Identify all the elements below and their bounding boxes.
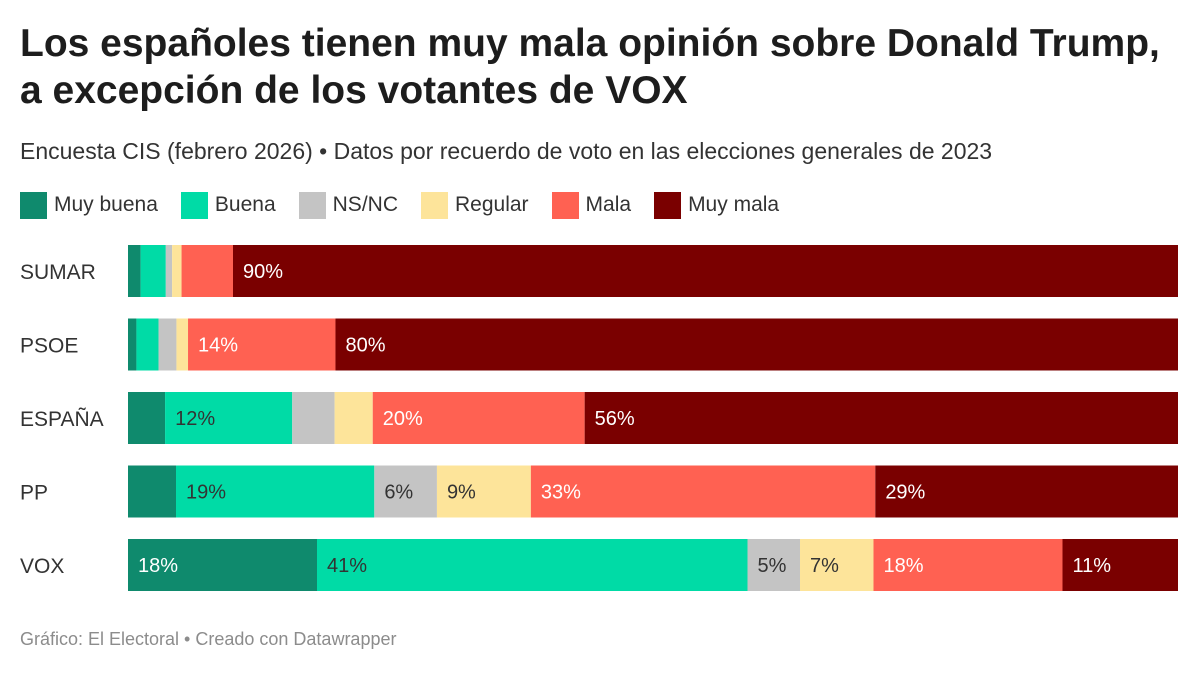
- bar-pp-muy-buena: [128, 465, 177, 518]
- data-label-espana-mala: 20%: [383, 408, 423, 430]
- bar-vox-muy-buena: [128, 539, 317, 591]
- bar-sumar-regular: [172, 245, 182, 297]
- legend-swatch-muy-mala: [654, 191, 682, 219]
- legend-swatch-muy-buena: [20, 191, 47, 219]
- legend-label-buena: Buena: [214, 193, 276, 216]
- legend-label-muy-buena: Muy buena: [54, 193, 158, 216]
- bar-sumar-muy-mala: [233, 245, 1178, 297]
- legend-item-mala: Mala: [551, 191, 632, 219]
- bar-pp-mala: [530, 465, 876, 518]
- bar-pp-muy-mala: [875, 465, 1178, 518]
- data-label-vox-buena: 41%: [327, 555, 367, 577]
- bar-pp-regular: [436, 465, 531, 518]
- bar-vox-mala: [873, 539, 1063, 591]
- source-credit: Gráfico: El Electoral • Creado con Dataw…: [20, 629, 397, 649]
- legend-item-muy-buena: Muy buena: [20, 191, 158, 219]
- bar-espana-mala: [372, 392, 585, 444]
- legend-label-regular: Regular: [454, 193, 529, 216]
- data-label-vox-regular: 7%: [810, 555, 839, 577]
- bar-espana-muy-mala: [584, 392, 1178, 444]
- bar-sumar-ns-nc: [165, 245, 173, 297]
- data-label-espana-buena: 12%: [175, 408, 215, 430]
- chart-title: Los españoles tienen muy mala opinión so…: [20, 22, 1160, 112]
- data-label-espana-muy-mala: 56%: [595, 408, 635, 430]
- bar-sumar-buena: [140, 245, 166, 297]
- legend-swatch-ns-nc: [298, 191, 326, 219]
- legend-item-buena: Buena: [180, 191, 276, 219]
- data-label-psoe-mala: 14%: [198, 335, 238, 357]
- bar-psoe-muy-buena: [128, 318, 137, 371]
- data-label-vox-mala: 18%: [884, 555, 924, 577]
- bar-psoe-buena: [136, 318, 159, 371]
- category-label-psoe: PSOE: [20, 335, 78, 358]
- chart-legend: Muy buena Buena NS/NC Regular Mala Muy mala: [20, 189, 802, 221]
- legend-swatch-buena: [180, 191, 208, 219]
- bar-espana-muy-buena: [128, 392, 166, 444]
- category-label-vox: VOX: [20, 555, 64, 578]
- legend-item-ns-nc: NS/NC: [298, 191, 398, 219]
- bar-espana-buena: [165, 392, 293, 444]
- bar-psoe-regular: [176, 318, 189, 371]
- bar-vox-buena: [317, 539, 748, 591]
- data-label-pp-mala: 33%: [541, 482, 581, 504]
- legend-label-mala: Mala: [585, 193, 632, 216]
- data-label-pp-buena: 19%: [186, 482, 226, 504]
- category-label-espana: ESPAÑA: [20, 407, 104, 431]
- legend-label-muy-mala: Muy mala: [688, 193, 780, 216]
- legend-item-muy-mala: Muy mala: [654, 191, 780, 219]
- bar-sumar-mala: [181, 245, 233, 297]
- data-label-pp-ns-nc: 6%: [384, 482, 413, 504]
- bar-espana-regular: [334, 392, 373, 444]
- data-label-psoe-muy-mala: 80%: [345, 335, 385, 357]
- category-label-sumar: SUMAR: [20, 261, 96, 284]
- chart-subtitle: Encuesta CIS (febrero 2026) • Datos por …: [20, 138, 993, 164]
- category-label-pp: PP: [20, 482, 48, 505]
- bar-vox-muy-mala: [1062, 539, 1178, 591]
- data-label-vox-muy-mala: 11%: [1073, 555, 1112, 577]
- legend-swatch-mala: [551, 191, 579, 219]
- bar-espana-ns-nc: [292, 392, 335, 444]
- bar-psoe-ns-nc: [158, 318, 177, 371]
- bar-psoe-mala: [188, 318, 336, 371]
- data-label-vox-muy-buena: 18%: [138, 555, 178, 577]
- legend-swatch-regular: [420, 191, 448, 219]
- bar-pp-ns-nc: [374, 465, 437, 518]
- legend-item-regular: Regular: [420, 191, 529, 219]
- bar-pp-buena: [176, 465, 375, 518]
- data-label-pp-muy-mala: 29%: [885, 482, 925, 504]
- data-label-pp-regular: 9%: [447, 482, 476, 504]
- bar-vox-ns-nc: [747, 539, 800, 591]
- data-label-vox-ns-nc: 5%: [758, 555, 787, 577]
- bar-sumar-muy-buena: [128, 245, 141, 297]
- legend-label-ns-nc: NS/NC: [332, 193, 398, 216]
- bar-psoe-muy-mala: [335, 318, 1179, 371]
- data-label-sumar-muy-mala: 90%: [243, 261, 283, 283]
- bar-vox-regular: [800, 539, 874, 591]
